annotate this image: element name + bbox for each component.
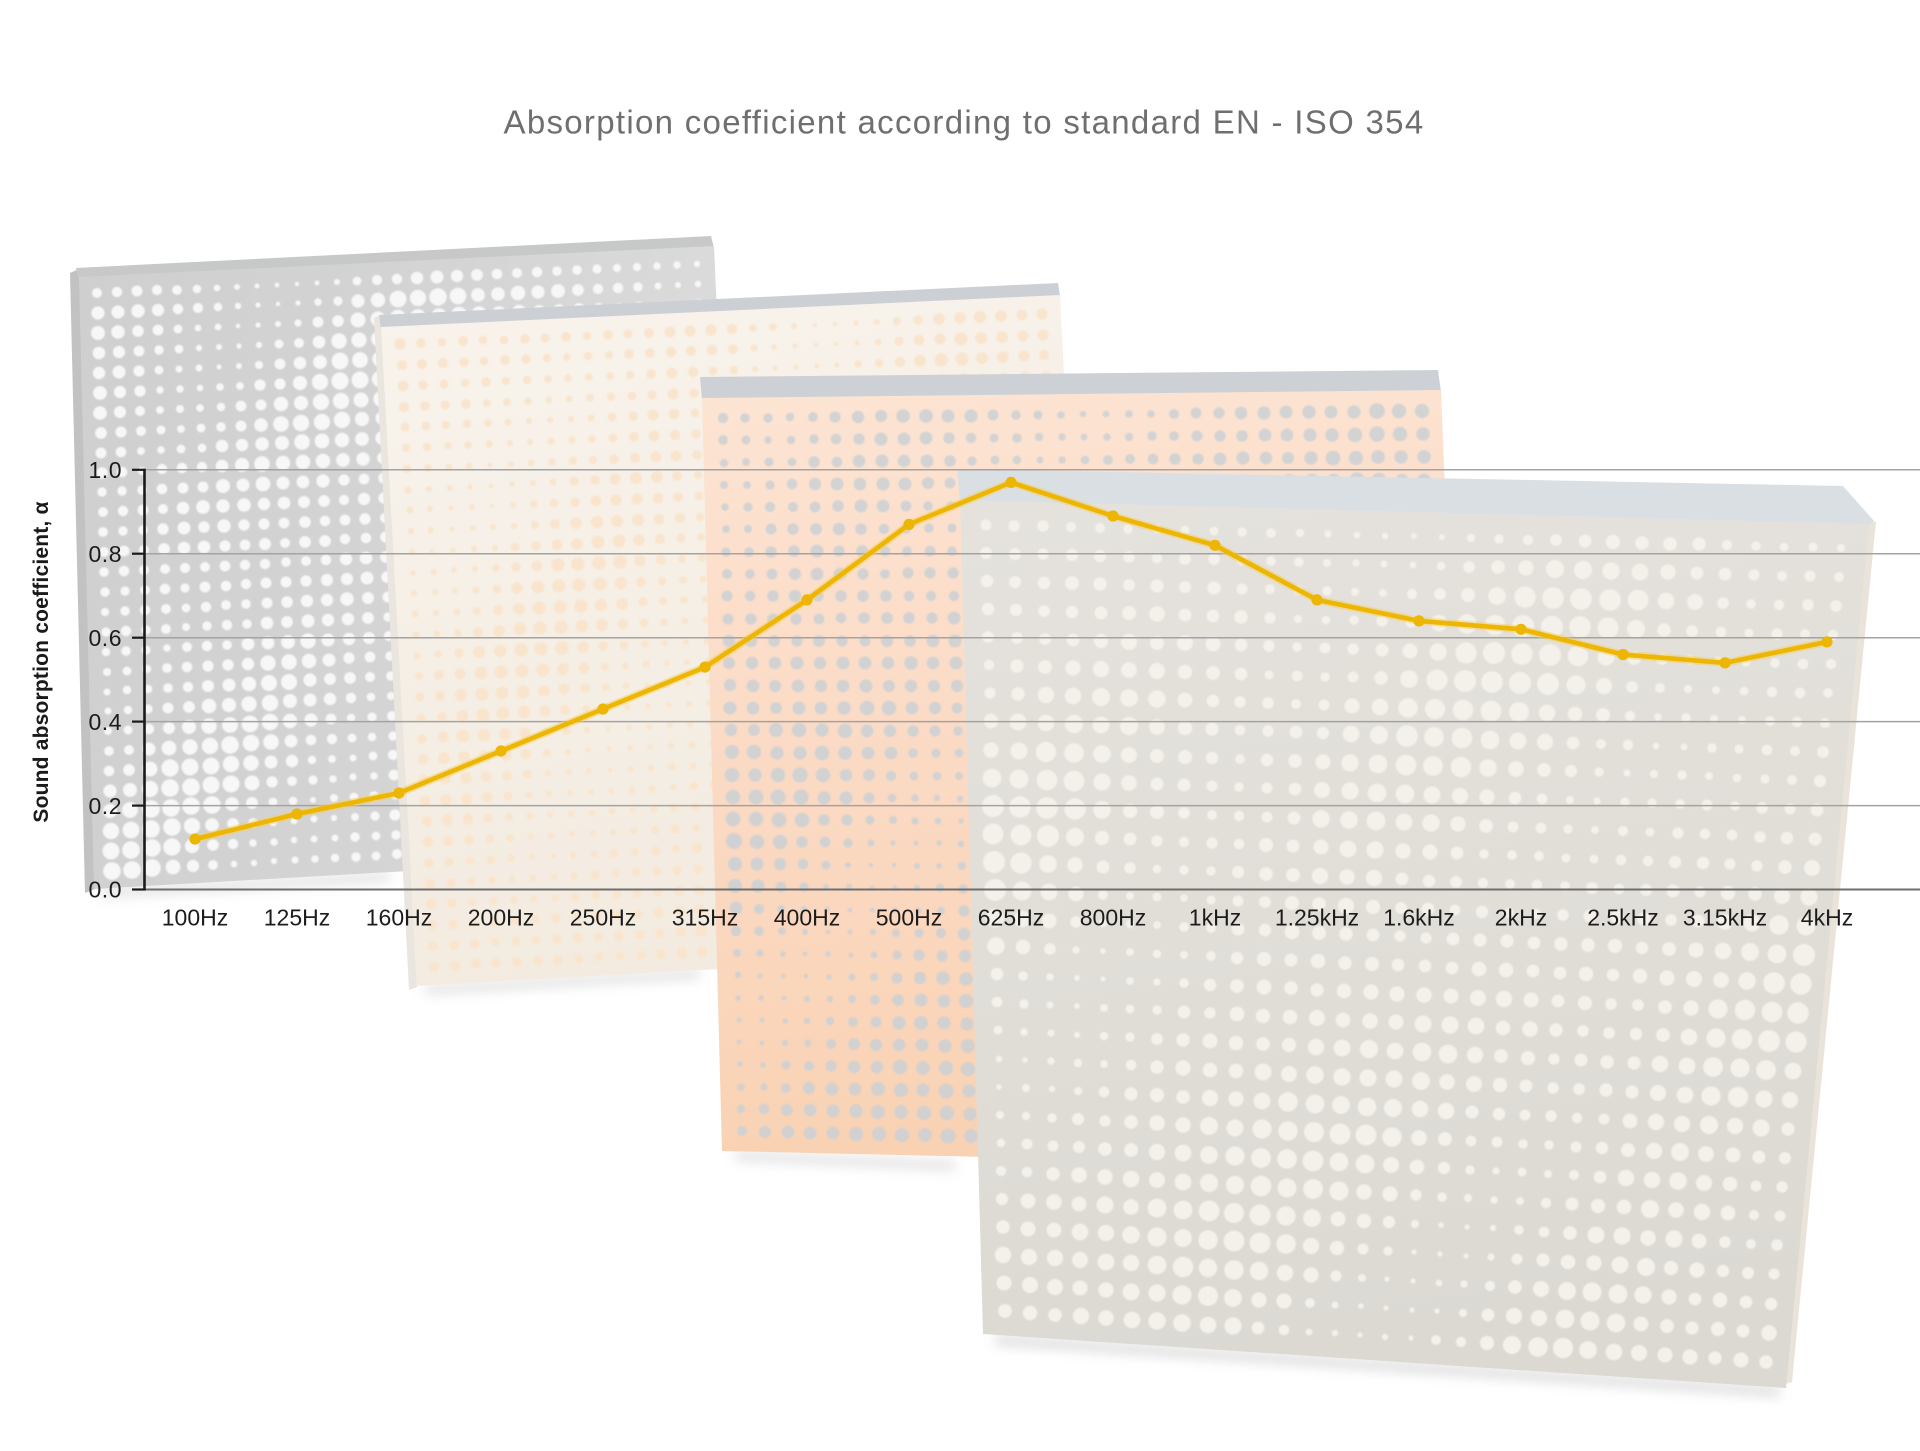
svg-text:0.4: 0.4: [89, 709, 122, 735]
svg-text:2.5kHz: 2.5kHz: [1587, 905, 1659, 931]
svg-text:0.8: 0.8: [89, 541, 122, 567]
svg-text:400Hz: 400Hz: [774, 905, 840, 931]
svg-text:Sound absorption coefficient,: Sound absorption coefficient, α: [30, 501, 53, 822]
svg-text:125Hz: 125Hz: [264, 905, 330, 931]
svg-text:1.6kHz: 1.6kHz: [1383, 905, 1455, 931]
svg-text:1kHz: 1kHz: [1189, 905, 1241, 931]
svg-text:4kHz: 4kHz: [1801, 905, 1853, 931]
svg-text:625Hz: 625Hz: [978, 905, 1044, 931]
svg-text:500Hz: 500Hz: [876, 905, 942, 931]
svg-text:315Hz: 315Hz: [672, 905, 738, 931]
svg-text:100Hz: 100Hz: [162, 905, 228, 931]
svg-text:250Hz: 250Hz: [570, 905, 636, 931]
svg-text:160Hz: 160Hz: [366, 905, 432, 931]
svg-text:0.6: 0.6: [89, 625, 122, 651]
svg-text:200Hz: 200Hz: [468, 905, 534, 931]
svg-text:2kHz: 2kHz: [1495, 905, 1547, 931]
svg-text:800Hz: 800Hz: [1080, 905, 1146, 931]
svg-text:1.25kHz: 1.25kHz: [1275, 905, 1359, 931]
svg-text:0.0: 0.0: [89, 877, 122, 903]
svg-text:1.0: 1.0: [89, 457, 122, 483]
svg-text:3.15kHz: 3.15kHz: [1683, 905, 1767, 931]
svg-text:Absorption coefficient accordi: Absorption coefficient according to stan…: [504, 104, 1425, 141]
svg-text:0.2: 0.2: [89, 793, 122, 819]
